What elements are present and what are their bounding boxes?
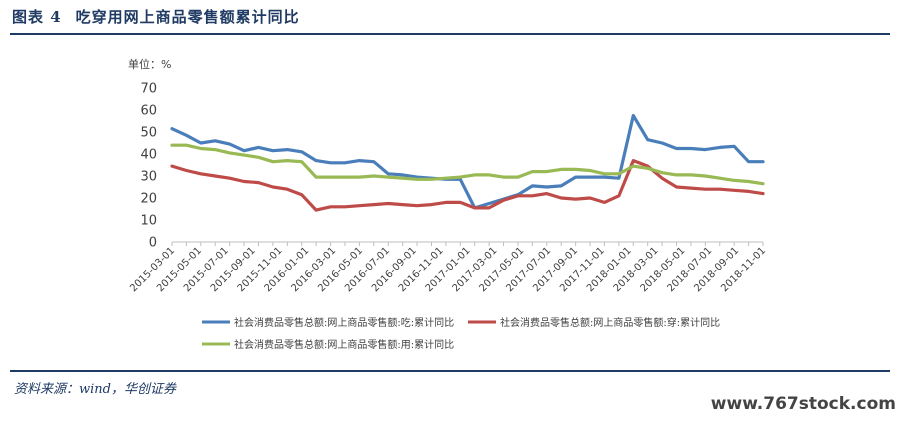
- y-tick-label: 50: [140, 126, 157, 141]
- source-note: 资料来源：wind，华创证券: [14, 382, 176, 397]
- legend-label-1: 社会消费品零售总额:网上商品零售额:吃:累计同比: [234, 316, 454, 329]
- watermark: www.767stock.com: [710, 394, 896, 414]
- series-line-2: [170, 159, 765, 212]
- legend-label-3: 社会消费品零售总额:网上商品零售额:用:累计同比: [234, 338, 454, 351]
- bottom-divider: [10, 370, 890, 372]
- top-divider: [10, 33, 890, 35]
- y-tick-label: 10: [140, 214, 157, 229]
- figure-title-text: 吃穿用网上商品零售额累计同比: [75, 8, 300, 26]
- figure-title: 图表 4 吃穿用网上商品零售额累计同比: [12, 6, 300, 27]
- y-tick-label: 0: [149, 236, 157, 251]
- legend-label-2: 社会消费品零售总额:网上商品零售额:穿:累计同比: [500, 316, 720, 329]
- y-axis-ticks: 0 10 20 30 40 50 60 70: [140, 82, 157, 251]
- x-axis-ticks: 2015-03-012015-05-012015-07-012015-09-01…: [128, 242, 768, 294]
- y-tick-label: 60: [140, 104, 157, 119]
- series-lines: [170, 113, 765, 212]
- y-tick-label: 40: [140, 148, 157, 163]
- series-line-1: [170, 113, 765, 210]
- legend: 社会消费品零售总额:网上商品零售额:吃:累计同比 社会消费品零售总额:网上商品零售…: [202, 316, 720, 351]
- figure-label: 图表 4: [12, 8, 62, 26]
- y-tick-label: 70: [140, 82, 157, 97]
- series-line-3: [170, 143, 765, 186]
- y-tick-label: 30: [140, 170, 157, 185]
- unit-label: 单位：%: [128, 57, 171, 71]
- y-tick-label: 20: [140, 192, 157, 207]
